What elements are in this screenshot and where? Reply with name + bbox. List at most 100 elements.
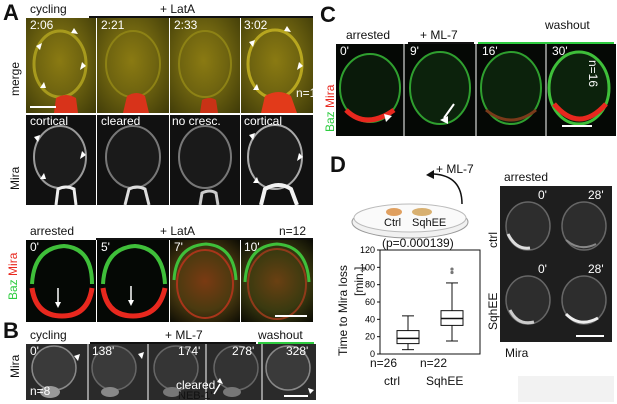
panel-a-mira-tile-3 xyxy=(170,115,240,205)
panel-d-row-sqhee: SqhEE xyxy=(486,292,500,330)
panel-d-cat-ctrl: ctrl xyxy=(384,374,400,388)
panel-d-cat-sqhee: SqhEE xyxy=(426,374,464,388)
panel-d-count-sqhee: n=22 xyxy=(420,356,448,370)
panel-c-time-3: 16' xyxy=(482,44,498,58)
panel-c-n: n=16 xyxy=(586,60,600,87)
panel-a-arrested-tile-2 xyxy=(97,240,169,322)
panel-a-mira-tile-1 xyxy=(26,115,96,205)
y-tick-label-5: 100 xyxy=(360,262,375,272)
box-ctrl xyxy=(396,330,420,345)
panel-a-bottom-channel-labels: Baz Mira xyxy=(6,253,20,300)
panel-c-condition: arrested xyxy=(346,28,391,42)
panel-c-time-2: 9' xyxy=(410,44,419,58)
plot-frame xyxy=(379,249,481,355)
panel-b-time-2: 138' xyxy=(92,344,115,358)
panel-a-mira-tile-4 xyxy=(241,115,313,205)
baz-label-c: Baz xyxy=(323,111,337,132)
panel-a-merge-tile-2 xyxy=(97,18,169,113)
panel-a-time-3: 2:33 xyxy=(174,18,198,32)
panel-d-ctrl-t0: 0' xyxy=(538,188,547,202)
panel-d-sqhee-t0: 0' xyxy=(538,262,547,276)
panel-d-boxplot: 0 20 40 60 80 100 120 xyxy=(360,245,481,359)
panel-a-bottom-time-4: 10' xyxy=(244,240,260,254)
y-tick-label-2: 40 xyxy=(365,314,375,324)
panel-b-condition: cycling xyxy=(30,328,67,342)
panel-b-treatment-bar xyxy=(90,342,256,344)
panel-a-treatment: + LatA xyxy=(160,2,196,16)
panel-a-bottom-treatment: + LatA xyxy=(160,224,196,238)
panel-c-washout-bar xyxy=(478,42,614,44)
panel-a-arrested-tile-4 xyxy=(241,240,313,322)
panel-a-merge-tile-3 xyxy=(170,18,240,113)
mira-label: Mira xyxy=(6,252,20,276)
panel-b-row-label: Mira xyxy=(8,354,22,378)
baz-label: Baz xyxy=(6,279,20,300)
panel-b-neb: NEB-1' xyxy=(178,390,213,402)
curved-arrow-icon xyxy=(433,173,463,205)
panel-a-row-mira: Mira xyxy=(8,166,22,190)
panel-a-treatment-bar xyxy=(89,16,313,18)
panel-b-time-3: 174' xyxy=(178,344,201,358)
panel-a-top-n: n=12 xyxy=(296,86,324,100)
panel-d-ctrl-t1: 28' xyxy=(588,188,604,202)
panel-b-tiles xyxy=(26,344,316,400)
panel-a-bottom-scale-bar xyxy=(275,315,307,317)
panel-a-bottom-n: n=12 xyxy=(279,224,307,238)
panel-d-arrested: arrested xyxy=(504,170,549,184)
panel-d-row-ctrl: ctrl xyxy=(486,232,500,248)
panel-a-state-3: no cresc. xyxy=(172,114,221,128)
panel-c-treatment: + ML-7 xyxy=(420,28,458,42)
panel-a-merge-tile-4 xyxy=(241,18,313,113)
panel-a-time-1: 2:06 xyxy=(30,18,54,32)
panel-d-pvalue: (p=0.000139) xyxy=(382,236,454,250)
panel-a-state-2: cleared xyxy=(101,114,141,128)
outlier-SqhEE-1 xyxy=(450,267,454,271)
panel-b-washout-bar xyxy=(258,342,314,344)
panel-b-treatment: + ML-7 xyxy=(165,328,203,342)
outlier-SqhEE-0 xyxy=(450,270,454,275)
panel-a-arrested-tile-1 xyxy=(26,240,96,322)
panel-a-mira-tile-2 xyxy=(97,115,169,205)
y-tick-label-4: 80 xyxy=(365,280,375,290)
panel-a-arrested-tile-3 xyxy=(170,240,240,322)
panel-a-time-4: 3:02 xyxy=(244,18,268,32)
panel-c-channel-labels: Baz Mira xyxy=(323,85,337,132)
panel-a-bottom-time-3: 7' xyxy=(174,240,183,254)
panel-b-time-5: 328' xyxy=(286,344,309,358)
panel-a-state-4: cortical xyxy=(244,114,283,128)
panel-d-label: D xyxy=(330,152,346,177)
panel-d-bottom-mira: Mira xyxy=(505,346,529,360)
panel-c-label: C xyxy=(320,2,336,27)
panel-d-dish xyxy=(351,170,469,239)
panel-a-row-merge: merge xyxy=(8,61,22,96)
panel-b-cleared: cleared xyxy=(176,378,216,392)
panel-d-dish-sqhee: SqhEE xyxy=(412,217,447,229)
panel-a-condition: cycling xyxy=(30,2,67,16)
panel-b-time-4: 278' xyxy=(232,344,255,358)
panel-a-label: A xyxy=(3,0,19,25)
panel-d-count-ctrl: n=26 xyxy=(370,356,398,370)
panel-a-scale-bar xyxy=(30,106,56,108)
panel-a-bottom-treatment-bar xyxy=(96,238,313,240)
panel-d-blank-box xyxy=(518,376,614,402)
y-tick-label-0: 0 xyxy=(370,349,375,359)
panel-b-washout: washout xyxy=(258,328,303,342)
panel-b-label: B xyxy=(3,318,19,343)
panel-a-time-2: 2:21 xyxy=(101,18,125,32)
panel-d-ylabel: Time to Mira loss xyxy=(336,265,350,356)
panel-b-n: n=8 xyxy=(30,384,51,398)
panel-c-n-text: n=16 xyxy=(586,60,600,88)
panel-c-time-1: 0' xyxy=(340,44,349,58)
panel-a-bottom-condition: arrested xyxy=(30,224,75,238)
panel-a-bottom-time-2: 5' xyxy=(101,240,110,254)
panel-c-tiles xyxy=(336,44,616,136)
panel-d-sqhee-t1: 28' xyxy=(588,262,604,276)
panel-c-washout: washout xyxy=(545,18,590,32)
panel-b-time-1: 0' xyxy=(30,344,39,358)
panel-d-dish-ctrl: Ctrl xyxy=(384,217,402,229)
panel-c-treatment-bar xyxy=(408,42,474,44)
panel-a-bottom-time-1: 0' xyxy=(30,240,39,254)
y-tick-label-6: 120 xyxy=(360,245,375,255)
panel-a-merge-tile-1 xyxy=(26,18,96,113)
y-tick-label-1: 20 xyxy=(365,332,375,342)
